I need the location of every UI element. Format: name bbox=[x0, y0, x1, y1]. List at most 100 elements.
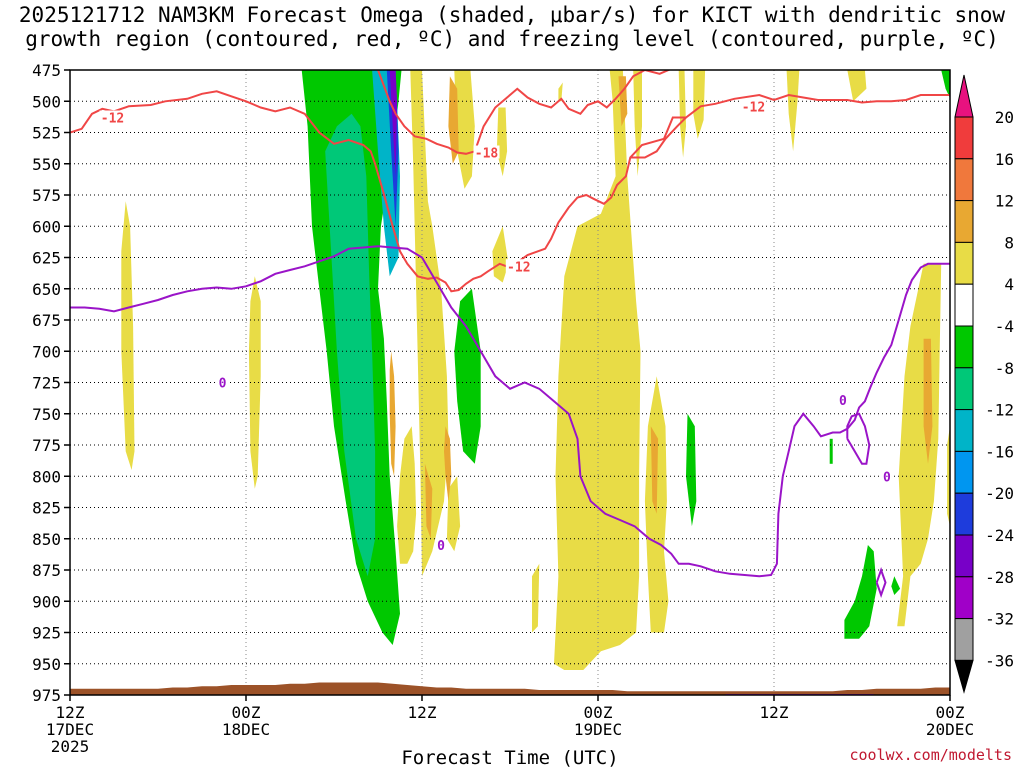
chart-title-line2: growth region (contoured, red, ºC) and f… bbox=[25, 27, 999, 51]
colorbar-label-12: -32 bbox=[985, 610, 1014, 629]
dgz-contour-5 bbox=[630, 116, 687, 159]
y-tick-label-950: 950 bbox=[32, 655, 61, 674]
colorbar-label-8: -16 bbox=[985, 442, 1014, 461]
colorbar-label-13: -36 bbox=[985, 651, 1014, 670]
dgz-label-bg-0 bbox=[99, 110, 126, 124]
y-tick-label-800: 800 bbox=[32, 467, 61, 486]
colorbar-box-4 bbox=[954, 241, 974, 285]
omega-region-26 bbox=[693, 70, 706, 139]
freezing-label-2: 0 bbox=[839, 394, 847, 409]
omega-region-21 bbox=[558, 82, 563, 102]
colorbar-box-11 bbox=[954, 534, 974, 578]
colorbar-box-1 bbox=[954, 116, 974, 160]
freezing-contour-2 bbox=[846, 412, 871, 465]
omega-region-37 bbox=[923, 338, 933, 464]
dgz-contour-0 bbox=[70, 90, 950, 293]
colorbar-box-2 bbox=[954, 158, 974, 202]
omega-region-12 bbox=[121, 201, 135, 471]
y-tick-label-925: 925 bbox=[32, 624, 61, 643]
terrain bbox=[70, 682, 950, 695]
omega-region-14 bbox=[397, 426, 417, 564]
omega-region-9 bbox=[844, 545, 877, 639]
omega-region-15 bbox=[410, 70, 449, 577]
omega-region-20 bbox=[532, 563, 540, 633]
colorbar-label-6: -8 bbox=[995, 359, 1014, 378]
omega-region-19 bbox=[496, 107, 508, 177]
colorbar-bottom-triangle bbox=[954, 659, 974, 694]
colorbar-label-5: -4 bbox=[995, 317, 1014, 336]
y-tick-label-975: 975 bbox=[32, 686, 61, 705]
colorbar-box-5 bbox=[954, 283, 974, 327]
dgz-label-bg-3 bbox=[473, 145, 500, 159]
colorbar-box-6 bbox=[954, 325, 974, 369]
freezing-label-1: 0 bbox=[437, 539, 445, 554]
colorbar-label-7: -12 bbox=[985, 401, 1014, 420]
y-tick-label-875: 875 bbox=[32, 561, 61, 580]
colorbar-label-0: 20 bbox=[995, 108, 1014, 127]
freezing-label-bg-1 bbox=[436, 538, 447, 551]
omega-region-23 bbox=[633, 70, 642, 177]
freezing-label-bg-3 bbox=[881, 469, 892, 483]
omega-region-4 bbox=[389, 70, 398, 177]
omega-region-17 bbox=[446, 476, 461, 552]
grid bbox=[70, 70, 950, 695]
colorbar-label-3: 8 bbox=[1004, 233, 1014, 252]
omega-region-18 bbox=[492, 226, 509, 283]
colorbar-label-9: -20 bbox=[985, 484, 1014, 503]
colorbar-box-7 bbox=[954, 367, 974, 411]
colorbar-box-12 bbox=[954, 576, 974, 620]
colorbar-label-2: 12 bbox=[995, 192, 1014, 211]
omega-shading bbox=[121, 70, 950, 670]
dgz-label-bg-1 bbox=[740, 99, 767, 113]
y-tick-label-475: 475 bbox=[32, 61, 61, 80]
colorbar-top-triangle bbox=[954, 74, 974, 118]
y-tick-label-500: 500 bbox=[32, 92, 61, 111]
omega-region-36 bbox=[650, 426, 659, 514]
colorbar-box-9 bbox=[954, 450, 974, 494]
x-tick-label-0-2: 2025 bbox=[51, 737, 90, 756]
omega-region-32 bbox=[444, 426, 452, 502]
omega-region-10 bbox=[941, 70, 950, 99]
x-tick-label-0-1: 17DEC bbox=[46, 720, 94, 739]
x-axis-label: Forecast Time (UTC) bbox=[401, 747, 618, 768]
dgz-contour-3 bbox=[377, 70, 476, 155]
freezing-level-contours bbox=[70, 245, 950, 695]
x-tick-label-60-0: 00Z bbox=[936, 703, 965, 722]
dgz-label-3: -18 bbox=[475, 147, 499, 162]
omega-region-33 bbox=[424, 463, 433, 539]
omega-region-25 bbox=[678, 70, 686, 158]
dgz-label-bg-2 bbox=[505, 259, 532, 273]
omega-region-34 bbox=[448, 76, 459, 164]
colorbar-box-13 bbox=[954, 618, 974, 661]
freezing-label-3: 0 bbox=[883, 470, 891, 485]
y-tick-label-550: 550 bbox=[32, 155, 61, 174]
dgz-label-2: -12 bbox=[507, 260, 530, 275]
x-tick-label-48-0: 12Z bbox=[760, 703, 789, 722]
colorbar: 20 16 12 8 4 -4 -8 -12 -16 -20 -24 -28 -32 -36 bbox=[954, 74, 1014, 694]
dgz-label-1: -12 bbox=[742, 100, 765, 115]
colorbar-label-10: -24 bbox=[985, 526, 1014, 545]
x-tick-label-0-0: 12Z bbox=[56, 703, 85, 722]
dgz-contour-4 bbox=[473, 70, 692, 152]
colorbar-label-1: 16 bbox=[995, 150, 1014, 169]
y-tick-label-600: 600 bbox=[32, 217, 61, 236]
y-tick-label-675: 675 bbox=[32, 311, 61, 330]
y-tick-label-725: 725 bbox=[32, 374, 61, 393]
freezing-label-bg-2 bbox=[837, 393, 848, 406]
credit-text: coolwx.com/modelts bbox=[849, 746, 1012, 764]
omega-region-8 bbox=[829, 438, 833, 464]
colorbar-box-8 bbox=[954, 409, 974, 452]
x-tick-label-24-0: 12Z bbox=[408, 703, 437, 722]
freezing-contour-4 bbox=[875, 566, 887, 599]
y-tick-label-650: 650 bbox=[32, 280, 61, 299]
y-tick-label-850: 850 bbox=[32, 530, 61, 549]
omega-region-7 bbox=[686, 413, 697, 527]
y-tick-label-625: 625 bbox=[32, 249, 61, 268]
colorbar-label-11: -28 bbox=[985, 568, 1014, 587]
omega-region-16 bbox=[454, 70, 475, 189]
y-tick-label-525: 525 bbox=[32, 124, 61, 143]
y-tick-label-825: 825 bbox=[32, 499, 61, 518]
omega-region-5 bbox=[454, 288, 481, 464]
